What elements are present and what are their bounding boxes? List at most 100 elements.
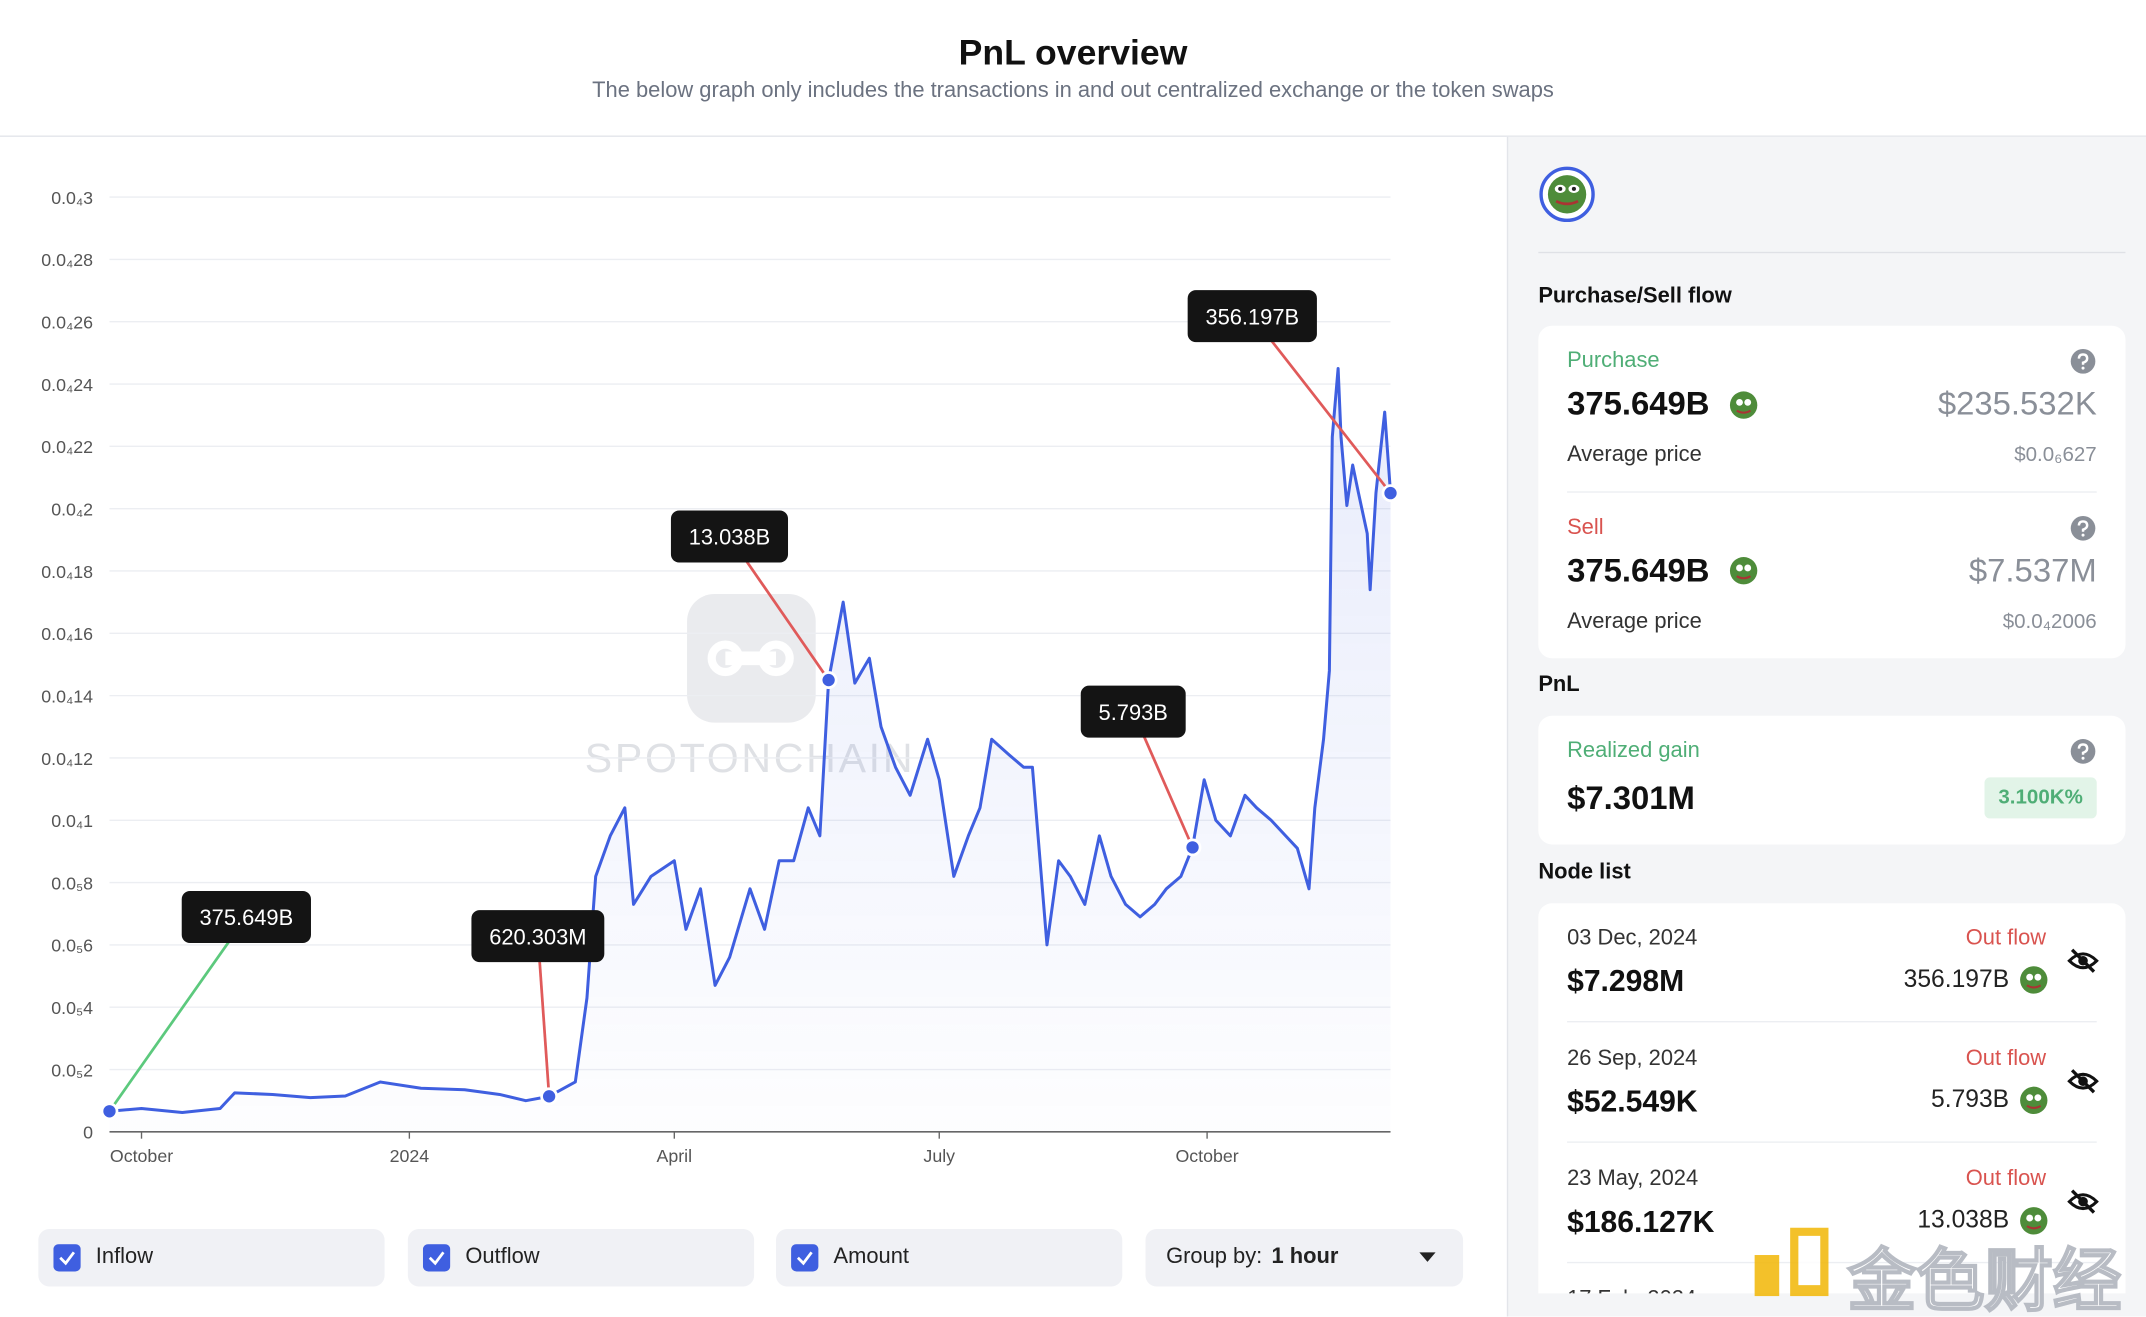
checkbox-inflow[interactable]: Inflow: [38, 1229, 385, 1287]
checkbox-outflow[interactable]: Outflow: [407, 1229, 755, 1287]
group-by-label[interactable]: Group by:: [1166, 1245, 1263, 1269]
help-icon[interactable]: [2069, 515, 2096, 542]
node-value: $186.127K: [1567, 1204, 1715, 1239]
divider: [1567, 1020, 2097, 1023]
site-watermark: 金色财经: [1847, 1240, 2123, 1317]
purchase-usd: $235.532K: [1937, 385, 2097, 423]
annotation-box: [181, 890, 311, 943]
y-tick-label: 0.0₄14: [41, 686, 93, 706]
help-icon[interactable]: [2069, 738, 2096, 765]
annotation-label: 356.197B: [1205, 304, 1299, 329]
node-list: 03 Dec, 2024 $7.298M Out flow 356.197B 26 Se…: [1538, 903, 2126, 1294]
annotation: 13.038B: [670, 510, 789, 563]
node-flow: Out flow: [1965, 926, 2047, 950]
token-icon: [2019, 965, 2049, 995]
y-tick-label: 0.0₄28: [41, 250, 93, 270]
annotation-point: [819, 671, 838, 689]
realized-percent: 3.100K%: [1984, 777, 2097, 819]
y-tick-label: 0.0₄22: [41, 437, 93, 457]
divider: [1567, 491, 2097, 493]
annotation-point: [100, 1102, 119, 1121]
annotation-label: 620.303M: [489, 924, 586, 949]
hide-toggle[interactable]: [2067, 1188, 2100, 1215]
annotation: 620.303M: [471, 910, 605, 963]
y-tick-label: 0.0₄16: [41, 624, 93, 644]
annotation-point: [540, 1087, 559, 1106]
x-tick-label: October: [1175, 1146, 1238, 1166]
sell-amount: 375.649B: [1567, 552, 1710, 590]
group-by-select[interactable]: Group by: 1 hour: [1145, 1229, 1464, 1287]
x-tick-label: April: [657, 1146, 693, 1166]
annotation-box: [1187, 290, 1317, 343]
realized-value: $7.301M: [1567, 780, 1695, 818]
help-icon[interactable]: [2069, 348, 2096, 375]
section-title: Purchase/Sell flow: [1538, 284, 1732, 308]
sell-label: Sell: [1567, 515, 1604, 540]
hide-toggle[interactable]: [2067, 1068, 2100, 1095]
area: [109, 368, 1391, 1132]
node-amount: 356.197B: [1903, 964, 2010, 993]
checkbox-icon[interactable]: [422, 1244, 451, 1272]
group-by-value[interactable]: 1 hour: [1271, 1245, 1339, 1269]
node-date: 23 May, 2024: [1567, 1167, 1699, 1191]
eye-off-icon[interactable]: [2067, 1188, 2100, 1215]
chart: SPOTONCHAIN 00.0₅20.0₅40.0₅60.0₅80.0₄10.…: [41, 188, 1400, 1166]
y-tick-label: 0: [83, 1123, 93, 1143]
annotation-box: [1080, 685, 1186, 738]
annotation: 5.793B: [1080, 685, 1186, 738]
node-date: 17 Feb, 2024: [1567, 1288, 1696, 1293]
dropdown-arrow[interactable]: [1419, 1252, 1436, 1263]
annotation-label: 13.038B: [689, 525, 771, 550]
node-title: Node list: [1538, 860, 1631, 885]
checkbox-amount[interactable]: Amount: [776, 1229, 1123, 1287]
x-tick-label: October: [110, 1146, 173, 1166]
y-tick-label: 0.0₄12: [41, 749, 93, 769]
y-tick-label: 0.0₅2: [51, 1060, 93, 1080]
checkbox-icon[interactable]: [791, 1244, 819, 1272]
pnl-title: PnL: [1538, 673, 1580, 697]
annotation-connector: [1251, 315, 1392, 494]
checkbox-label[interactable]: Amount: [833, 1245, 909, 1269]
token-icon: [2019, 1085, 2049, 1115]
y-tick-label: 0.0₄26: [41, 313, 93, 333]
token-icon-svg: [2020, 1086, 2048, 1115]
y-tick-label: 0.0₄18: [41, 562, 93, 582]
token-icon-svg: [2020, 966, 2048, 994]
purchase-amount: 375.649B: [1567, 385, 1710, 423]
page-subtitle: The below graph only includes the transa…: [592, 79, 1554, 103]
divider: [1538, 251, 2126, 254]
node-amount: 5.793B: [1931, 1085, 2010, 1113]
checkbox-label[interactable]: Inflow: [95, 1245, 154, 1269]
x-tick-label: July: [923, 1146, 955, 1166]
avg-label: Average price: [1567, 443, 1702, 467]
purchase-label: Purchase: [1567, 348, 1660, 373]
avg-price: $0.0₆627: [2014, 443, 2097, 467]
header: PnL overview The below graph only includ…: [0, 0, 2146, 137]
token-avatar: [1539, 166, 1595, 223]
purchase-sell-card: Purchase 375.649B $235.532K Average pric…: [1538, 325, 2126, 659]
page-title: PnL overview: [958, 31, 1188, 73]
token-icon: [2019, 1206, 2049, 1236]
x-tick-label: 2024: [390, 1146, 430, 1166]
checkbox-label[interactable]: Outflow: [465, 1245, 540, 1269]
y-tick-label: 0.0₄1: [51, 811, 93, 831]
eye-off-icon[interactable]: [2067, 947, 2100, 974]
watermark: [687, 593, 816, 723]
realized-label: Realized gain: [1567, 739, 1700, 763]
annotation-point: [1381, 484, 1400, 502]
divider: [1567, 1261, 2097, 1264]
hide-toggle[interactable]: [2067, 947, 2100, 974]
annotation-point: [1183, 838, 1202, 857]
avg-price: $0.0₄2006: [2002, 610, 2097, 634]
token-icon: [1729, 391, 1758, 419]
annotation: 375.649B: [181, 890, 311, 943]
node-flow: Out flow: [1965, 1167, 2047, 1191]
eye-off-icon[interactable]: [2067, 1068, 2100, 1095]
site-logo: [1754, 1227, 1829, 1297]
node-date: 26 Sep, 2024: [1567, 1046, 1698, 1071]
annotation-box: [471, 910, 605, 963]
checkbox-icon[interactable]: [53, 1244, 81, 1272]
annotation-label: 375.649B: [200, 905, 294, 930]
pnl-card: Realized gain $7.301M 3.100K%: [1538, 715, 2126, 845]
